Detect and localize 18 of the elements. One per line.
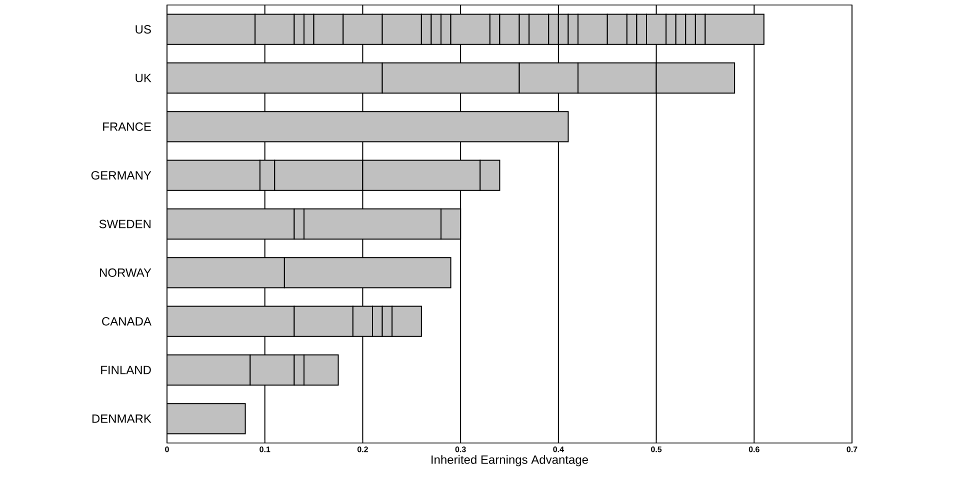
x-tick-label: 0.3	[455, 446, 466, 452]
x-axis-title: Inherited Earnings Advantage	[432, 455, 588, 466]
y-tick-label: GERMANY	[91, 171, 152, 180]
y-tick-label: FRANCE	[103, 122, 151, 131]
y-tick-label: NORWAY	[100, 268, 152, 277]
x-tick-label: 0.6	[748, 446, 760, 452]
y-tick-label: FINLAND	[101, 366, 151, 374]
x-tick-label: 0.7	[846, 446, 858, 452]
x-tick-label: 0.5	[651, 446, 662, 452]
y-tick-label: SWEDEN	[99, 220, 150, 228]
x-tick-label: 0.1	[260, 446, 270, 452]
y-tick-label: DENMARK	[92, 414, 152, 423]
x-tick-label: 0.2	[357, 446, 368, 452]
x-tick-label: 0	[165, 446, 169, 452]
x-tick-label: 0.4	[553, 446, 564, 452]
y-tick-label: UK	[136, 74, 152, 82]
y-tick-label: CANADA	[102, 317, 152, 326]
y-tick-label: US	[136, 25, 151, 34]
